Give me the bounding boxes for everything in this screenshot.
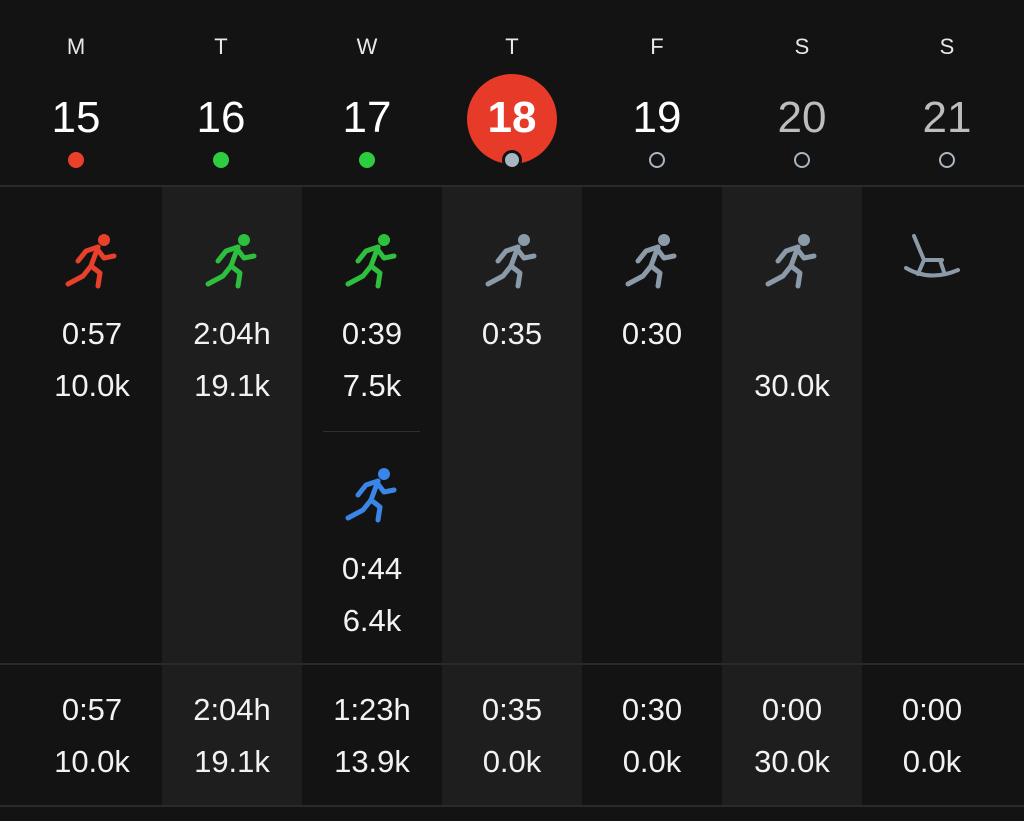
day-number: 20 — [777, 93, 827, 142]
day-number: 19 — [632, 93, 682, 142]
total-distance: 10.0k — [54, 744, 130, 779]
activity-duration: 0:57 — [61, 316, 123, 351]
total-duration: 2:04h — [193, 692, 271, 727]
running-icon[interactable] — [342, 230, 402, 290]
total-distance: 13.9k — [334, 744, 410, 779]
total-duration: 0:00 — [761, 692, 823, 727]
total-distance: 0.0k — [622, 744, 682, 779]
day-header-wednesday[interactable]: W 17 — [294, 0, 440, 185]
totals-cell-thursday — [442, 665, 582, 805]
day-header-saturday[interactable]: S 20 — [729, 0, 875, 185]
activity-distance: 7.5k — [342, 368, 402, 403]
totals-cell-monday — [22, 665, 162, 805]
bottom-divider — [0, 805, 1024, 807]
activity-separator — [323, 431, 420, 432]
status-dot — [794, 152, 810, 168]
total-duration: 0:30 — [621, 692, 683, 727]
status-dot — [68, 152, 84, 168]
total-distance: 30.0k — [754, 744, 830, 779]
activity-duration: 0:39 — [341, 316, 403, 351]
total-duration: 0:35 — [481, 692, 543, 727]
activity-distance: 30.0k — [754, 368, 830, 403]
day-header-friday[interactable]: F 19 — [584, 0, 730, 185]
totals-cell-sunday — [862, 665, 1002, 805]
totals-cell-wednesday — [302, 665, 442, 805]
running-icon[interactable] — [482, 230, 542, 290]
day-number: 21 — [922, 93, 972, 142]
activity-distance: 6.4k — [342, 603, 402, 638]
total-distance: 0.0k — [902, 744, 962, 779]
activity-distance: 19.1k — [194, 368, 270, 403]
running-icon[interactable] — [202, 230, 262, 290]
rocking-chair-icon[interactable] — [902, 230, 962, 290]
week-header: M 15 T 16 W 17 T 18 F 19 S 20 S 21 — [0, 0, 1024, 185]
totals-cell-friday — [582, 665, 722, 805]
total-distance: 19.1k — [194, 744, 270, 779]
total-duration: 0:57 — [61, 692, 123, 727]
status-dot — [939, 152, 955, 168]
day-of-week: S — [794, 34, 810, 59]
activity-duration: 0:44 — [341, 551, 403, 586]
day-number: 15 — [51, 93, 101, 142]
status-dot — [359, 152, 375, 168]
day-number: 17 — [342, 93, 392, 142]
activity-duration: 0:30 — [621, 316, 683, 351]
day-header-thursday-today[interactable]: T 18 — [439, 0, 585, 185]
activity-duration: 0:35 — [481, 316, 543, 351]
totals-cell-saturday — [722, 665, 862, 805]
total-duration: 0:00 — [901, 692, 963, 727]
header-divider — [0, 185, 1024, 187]
status-dot — [213, 152, 229, 168]
day-of-week: S — [939, 34, 955, 59]
totals-cell-tuesday — [162, 665, 302, 805]
running-icon[interactable] — [342, 464, 402, 524]
day-number: 18 — [487, 93, 537, 142]
day-of-week: W — [356, 34, 378, 59]
today-highlight — [467, 74, 557, 164]
running-icon[interactable] — [622, 230, 682, 290]
day-header-monday[interactable]: M 15 — [3, 0, 149, 185]
day-of-week: M — [66, 34, 86, 59]
total-distance: 0.0k — [482, 744, 542, 779]
day-of-week: T — [505, 34, 519, 59]
day-header-tuesday[interactable]: T 16 — [148, 0, 294, 185]
total-duration: 1:23h — [333, 692, 411, 727]
day-header-sunday[interactable]: S 21 — [874, 0, 1020, 185]
day-of-week: F — [650, 34, 664, 59]
totals-divider — [0, 663, 1024, 665]
activity-duration: 2:04h — [193, 316, 271, 351]
day-number: 16 — [196, 93, 246, 142]
running-icon[interactable] — [62, 230, 122, 290]
activity-distance: 10.0k — [54, 368, 130, 403]
status-dot — [649, 152, 665, 168]
running-icon[interactable] — [762, 230, 822, 290]
status-dot — [502, 150, 522, 170]
day-of-week: T — [214, 34, 228, 59]
